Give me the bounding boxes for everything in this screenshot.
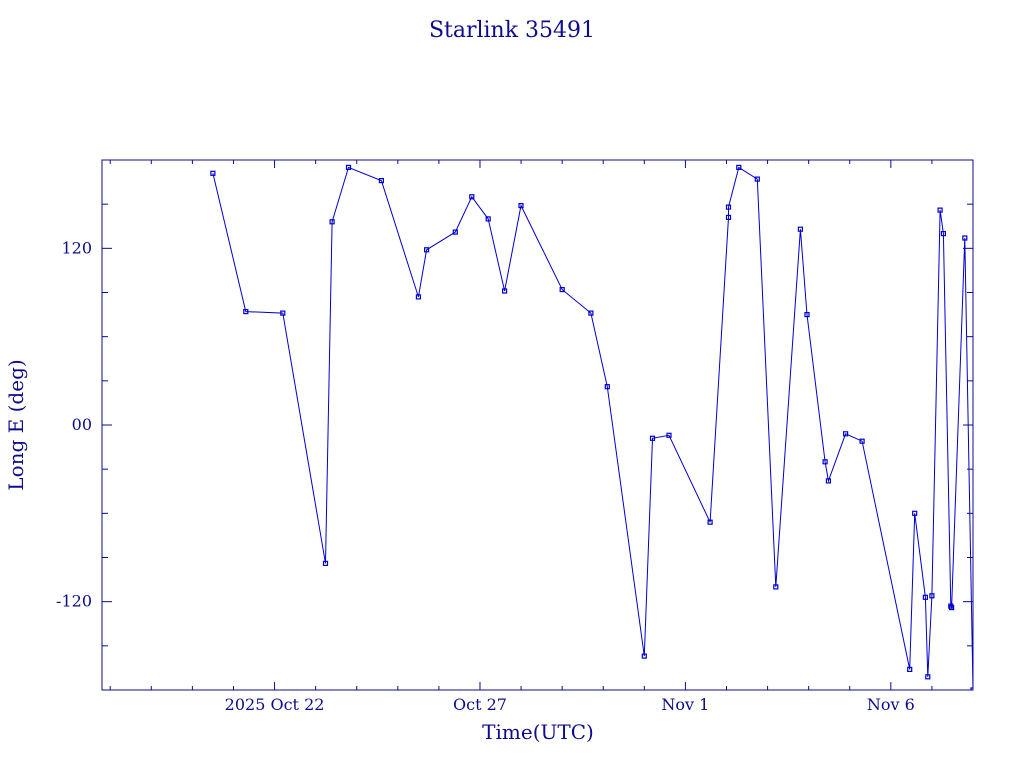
data-point [962,235,968,241]
data-point [518,203,524,209]
data-point [243,309,249,315]
data-point [502,288,508,294]
data-point [725,204,732,210]
data-point [210,170,216,176]
x-tick-label: Oct 27 [453,695,507,714]
x-tick-label: Nov 6 [867,695,915,714]
data-point [797,226,804,232]
data-point [559,287,565,293]
data-point [345,164,352,170]
data-point [940,231,947,237]
data-point [424,247,430,253]
data-point [754,176,760,182]
y-tick-label: 120 [61,238,92,257]
data-point [452,229,458,235]
data-point [485,216,491,222]
data-point [469,194,475,200]
data-point [982,168,986,172]
y-tick-label: -120 [56,592,92,611]
data-point [859,438,865,444]
data-point [378,178,384,184]
data-point [937,207,943,213]
data-point [825,478,832,484]
x-tick-label: 2025 Oct 22 [225,695,325,714]
x-tick-label: Nov 1 [661,695,709,714]
plot-area [210,164,996,690]
data-point [280,310,286,316]
data-point [322,560,329,567]
data-point [929,593,935,599]
data-point [948,604,955,611]
data-point [641,653,647,659]
y-tick-label: 00 [72,415,92,434]
data-point [329,219,335,225]
data-point [649,435,656,441]
data-point [975,285,979,289]
series-line [212,166,973,690]
y-axis-label: Long E (deg) [4,359,28,490]
series-layer [210,164,996,690]
chart-title: Starlink 35491 [429,18,595,43]
data-point [588,310,594,316]
data-point [822,459,828,465]
data-point [604,384,610,390]
data-point [842,431,849,437]
tick-labels: 2025 Oct 22 Oct 27 Nov 1 Nov 6 120 00 -120 [56,238,915,714]
data-point [992,252,996,256]
data-point [707,519,713,525]
data-point [666,432,672,438]
data-point [925,674,931,680]
data-point [922,594,929,600]
data-point [773,584,779,590]
data-point [415,294,421,300]
data-point [804,312,810,318]
x-axis-label: Time(UTC) [482,720,594,744]
data-point [725,214,732,220]
data-point [912,510,918,516]
data-point [907,666,913,673]
data-point [736,164,742,170]
